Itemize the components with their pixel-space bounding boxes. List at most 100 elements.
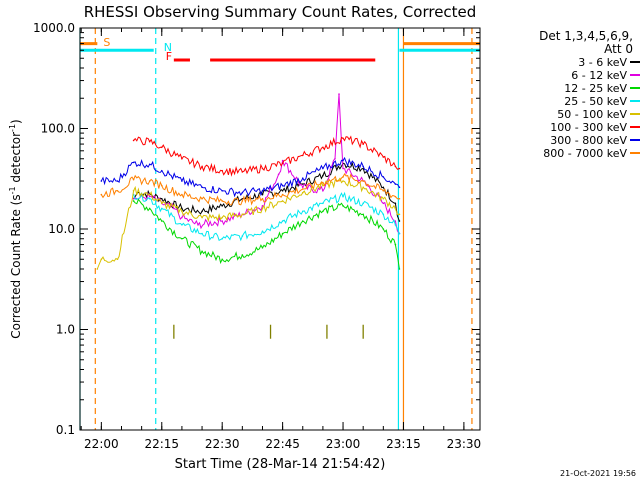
series-7-point-12 xyxy=(322,181,324,184)
series-0-point-4 xyxy=(181,207,183,210)
series-2-point-12 xyxy=(362,213,364,216)
series-1-point-9 xyxy=(277,173,280,176)
legend-label-0: 3 - 6 keV xyxy=(578,56,627,69)
series-7-point-1 xyxy=(116,189,119,192)
series-4-point-14 xyxy=(342,180,344,182)
legend-label-6: 300 - 800 keV xyxy=(550,134,627,147)
legend-label-7: 800 - 7000 keV xyxy=(543,147,627,160)
series-7-point-9 xyxy=(261,197,264,200)
series-7-point-7 xyxy=(221,200,223,202)
y-axis-label-sup2: -1 xyxy=(8,124,17,132)
series-5-point-11 xyxy=(342,137,344,140)
series-3-point-5 xyxy=(221,237,223,240)
series-3-point-11 xyxy=(342,195,344,198)
series-7-point-3 xyxy=(148,180,151,182)
series-4-point-11 xyxy=(281,200,284,202)
series-3-point-7 xyxy=(261,230,264,233)
series-2-point-10 xyxy=(322,210,324,213)
series-2-point-8 xyxy=(281,232,284,235)
y-axis-label-sup1: -1 xyxy=(8,186,17,194)
series-3-point-14 xyxy=(394,224,397,226)
x-axis-label: Start Time (28-Mar-14 21:54:42) xyxy=(175,457,386,472)
series-1-point-17 xyxy=(382,202,385,205)
series-4-point-16 xyxy=(382,197,385,200)
series-0-point-11 xyxy=(322,174,324,177)
series-5-point-4 xyxy=(201,165,203,168)
series-3-point-1 xyxy=(148,197,151,200)
series-1-point-15 xyxy=(342,167,344,170)
series-4-point-2 xyxy=(116,258,119,261)
series-6-point-12 xyxy=(322,167,324,170)
series-2-point-9 xyxy=(301,220,304,222)
series-6-line xyxy=(100,156,400,198)
series-7-point-5 xyxy=(181,193,183,196)
series-5-point-10 xyxy=(322,146,324,149)
series-3-point-2 xyxy=(160,207,163,210)
series-0-point-8 xyxy=(261,193,264,196)
series-7-point-15 xyxy=(382,189,385,192)
series-2-line xyxy=(133,198,400,270)
series-3-point-15 xyxy=(398,232,401,235)
legend-label-3: 25 - 50 keV xyxy=(564,95,627,108)
series-7-point-4 xyxy=(160,184,163,187)
series-4-point-5 xyxy=(160,202,163,205)
series-1-point-14 xyxy=(338,93,340,95)
chart-title: RHESSI Observing Summary Count Rates, Co… xyxy=(84,3,477,21)
series-4-point-12 xyxy=(301,191,304,194)
legend-label-1: 6 - 12 keV xyxy=(571,69,627,82)
series-3-point-8 xyxy=(281,220,284,222)
series-4-point-6 xyxy=(181,210,183,213)
series-3-point-4 xyxy=(201,232,203,235)
series-2-point-11 xyxy=(342,205,344,207)
series-2-point-13 xyxy=(382,228,385,230)
legend-title-2: Att 0 xyxy=(604,42,633,56)
series-1-point-18 xyxy=(394,220,397,222)
series-4-point-4 xyxy=(148,193,151,196)
series-4-point-3 xyxy=(132,189,135,192)
legend-label-4: 50 - 100 keV xyxy=(557,108,627,121)
series-4-point-18 xyxy=(398,213,401,216)
series-5-point-3 xyxy=(181,157,183,160)
series-2-point-15 xyxy=(398,268,401,270)
series-0-point-5 xyxy=(201,210,203,213)
series-3-line xyxy=(133,191,400,242)
series-7-point-10 xyxy=(281,193,284,196)
series-2-point-0 xyxy=(132,200,135,202)
series-6-point-3 xyxy=(148,163,151,166)
series-1-point-12 xyxy=(322,189,324,192)
series-0-point-10 xyxy=(301,183,304,185)
series-2-point-3 xyxy=(181,237,183,240)
series-4-point-9 xyxy=(241,213,244,216)
series-6-point-7 xyxy=(221,189,223,192)
legend-title-1: Det 1,3,4,5,6,9, xyxy=(539,29,633,43)
series-8 xyxy=(173,324,364,339)
series-5-point-2 xyxy=(160,146,163,149)
series-3-point-6 xyxy=(241,235,244,237)
series-5-line xyxy=(133,135,400,177)
series-4-point-10 xyxy=(261,207,264,210)
series-4-point-13 xyxy=(322,184,324,187)
series-2-point-14 xyxy=(394,243,397,246)
series-1-point-11 xyxy=(301,186,304,189)
x-tick-label-0: 22:00 xyxy=(84,437,119,451)
series-6-point-13 xyxy=(342,159,344,162)
series-7-point-16 xyxy=(394,195,397,198)
series-2-point-4 xyxy=(201,250,203,253)
series-7-point-2 xyxy=(132,178,135,181)
series-7-point-6 xyxy=(201,197,203,200)
y-tick-label-2: 10.0 xyxy=(48,222,75,236)
series-3-point-13 xyxy=(382,213,385,216)
series-5-point-14 xyxy=(394,165,397,168)
series-1-line xyxy=(133,94,400,234)
series-6-point-9 xyxy=(261,189,264,192)
series-4-point-8 xyxy=(221,216,223,219)
y-axis-label: Corrected Count Rate (s-1 detector-1) xyxy=(8,119,23,338)
series-7 xyxy=(100,172,401,206)
series-1-point-6 xyxy=(221,220,223,222)
series-1-point-8 xyxy=(261,205,264,207)
data-layer xyxy=(79,28,480,430)
marker-labels: S NF xyxy=(103,36,172,63)
series-2 xyxy=(132,198,401,270)
